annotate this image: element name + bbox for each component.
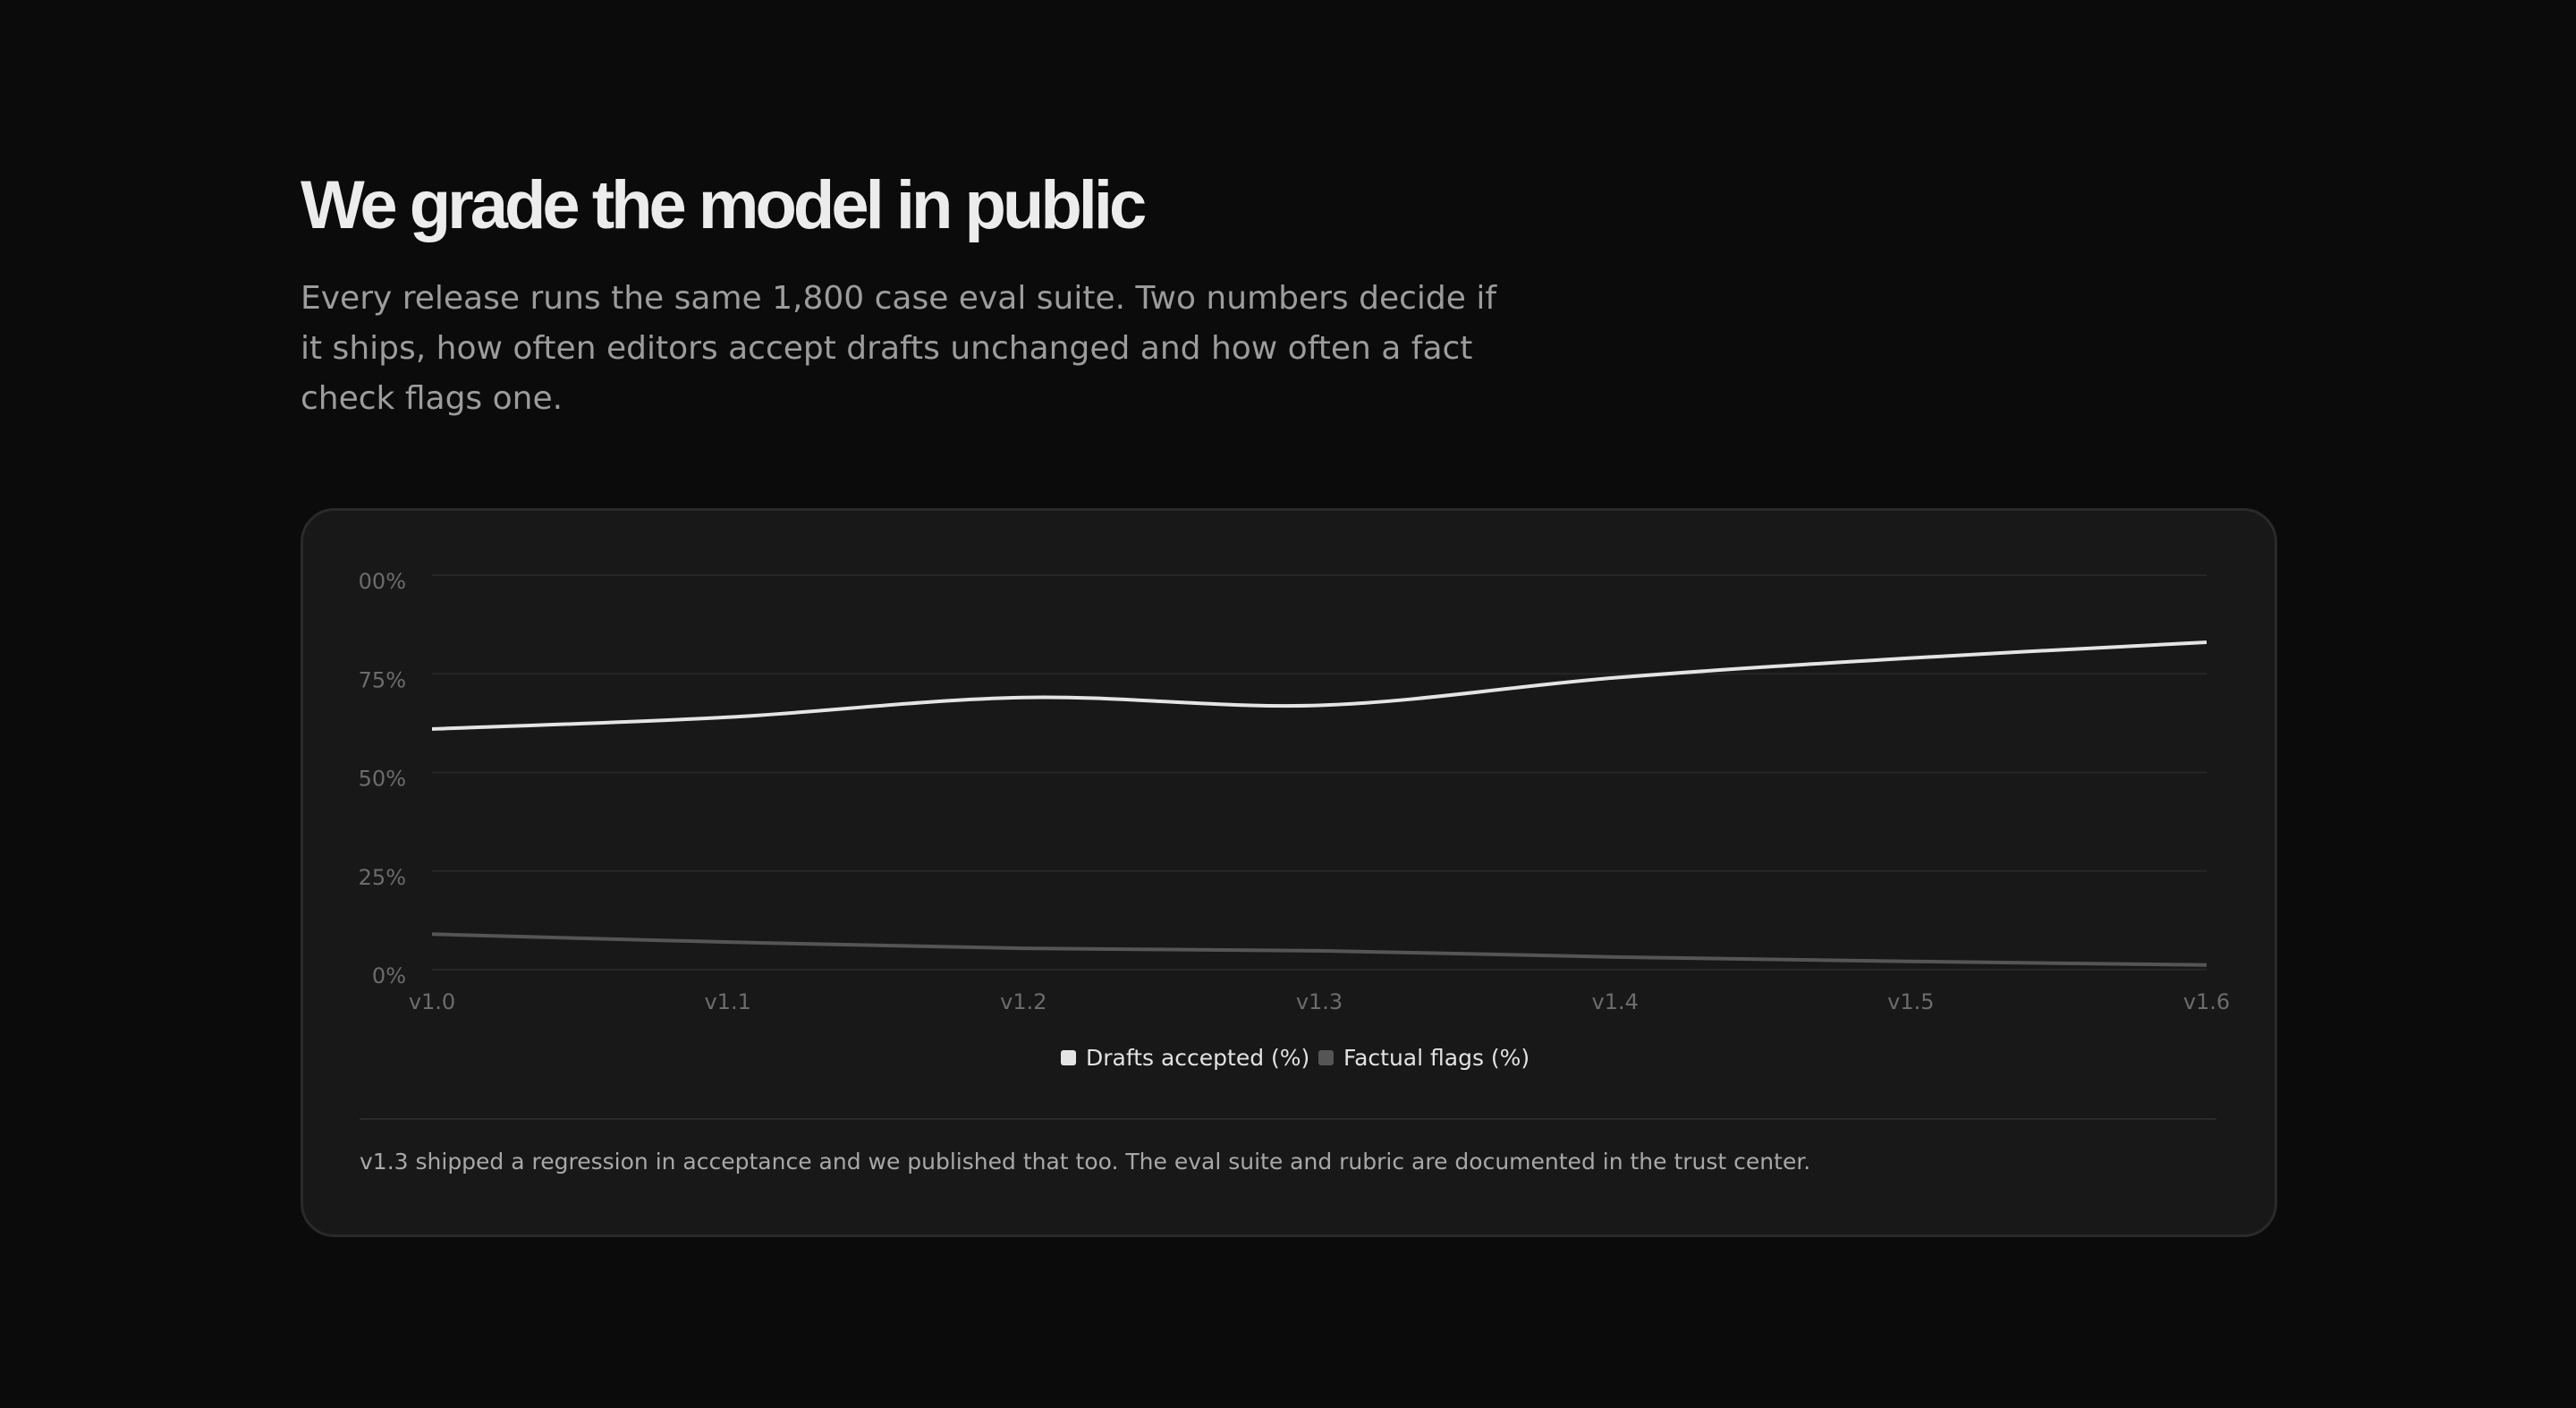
x-tick-label: v1.6 [2183, 989, 2230, 1014]
page-description: Every release runs the same 1,800 case e… [301, 280, 1497, 417]
y-tick-label: 75% [359, 667, 406, 692]
x-tick-label: v1.1 [704, 989, 750, 1014]
chart-note: v1.3 shipped a regression in acceptance … [360, 1149, 1810, 1175]
series-line [431, 640, 2207, 731]
legend-label: Drafts accepted (%) [1086, 1045, 1309, 1071]
chart-card [301, 508, 2277, 1237]
legend-swatch [1318, 1050, 1334, 1065]
series-line [431, 932, 2207, 967]
x-tick-label: v1.4 [1591, 989, 1638, 1014]
y-tick-label: 50% [359, 767, 406, 792]
legend-label: Factual flags (%) [1343, 1045, 1530, 1071]
x-tick-label: v1.0 [409, 989, 455, 1014]
x-tick-label: v1.2 [1000, 989, 1046, 1014]
page-title: We grade the model in public [301, 167, 1147, 243]
legend-swatch [1061, 1050, 1076, 1065]
y-tick-label: 00% [359, 569, 406, 594]
x-tick-label: v1.3 [1296, 989, 1343, 1014]
y-tick-label: 25% [359, 865, 406, 890]
x-tick-label: v1.5 [1887, 989, 1934, 1014]
y-tick-label: 0% [372, 963, 406, 988]
